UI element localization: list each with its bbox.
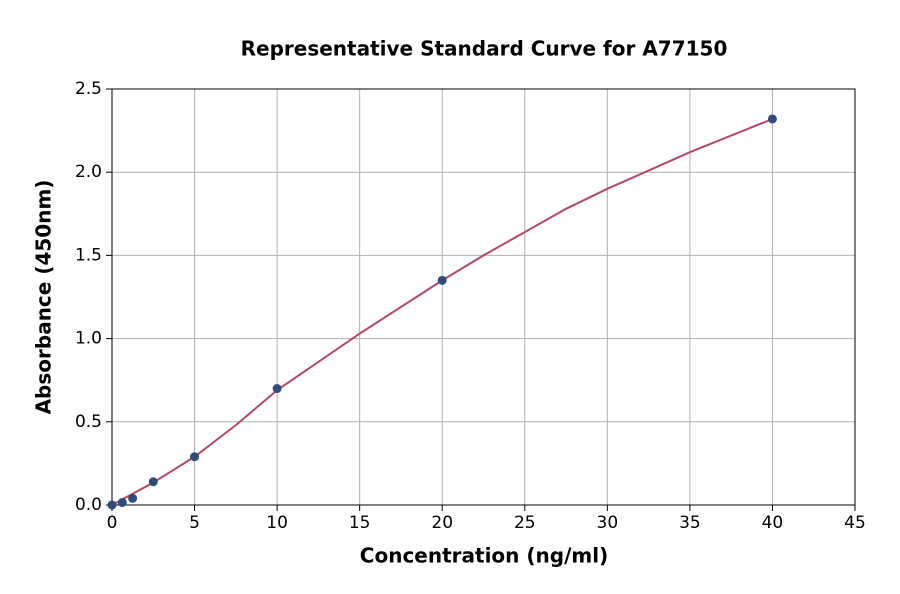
plot-frame: [111, 88, 856, 506]
x-tick-label: 40: [762, 513, 784, 533]
x-tick-label: 30: [597, 513, 619, 533]
chart-title: Representative Standard Curve for A77150: [241, 37, 728, 61]
y-tick-label: 1.5: [75, 245, 102, 265]
x-tick-label: 5: [189, 513, 200, 533]
data-point: [190, 452, 200, 462]
x-tick-label: 0: [107, 513, 118, 533]
x-tick-label: 35: [679, 513, 701, 533]
y-tick-label: 2.0: [75, 162, 102, 182]
x-tick-label: 45: [844, 513, 866, 533]
x-tick-label: 25: [514, 513, 536, 533]
data-point: [148, 477, 158, 487]
x-tick-label: 15: [349, 513, 371, 533]
y-tick-label: 2.5: [75, 79, 102, 99]
data-point: [437, 275, 447, 285]
x-tick-label: 10: [266, 513, 288, 533]
data-point: [272, 384, 282, 394]
y-axis-label: Absorbance (450nm): [32, 180, 56, 415]
y-tick-label: 1.0: [75, 329, 102, 349]
data-point: [117, 498, 127, 508]
x-axis-label: Concentration (ng/ml): [360, 544, 608, 568]
data-point: [767, 114, 777, 124]
x-tick-label: 20: [431, 513, 453, 533]
data-point: [107, 500, 117, 510]
data-point: [128, 493, 138, 503]
y-tick-label: 0.0: [75, 495, 102, 515]
y-tick-label: 0.5: [75, 412, 102, 432]
